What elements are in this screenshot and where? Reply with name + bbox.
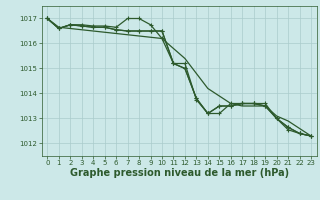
X-axis label: Graphe pression niveau de la mer (hPa): Graphe pression niveau de la mer (hPa)	[70, 168, 289, 178]
